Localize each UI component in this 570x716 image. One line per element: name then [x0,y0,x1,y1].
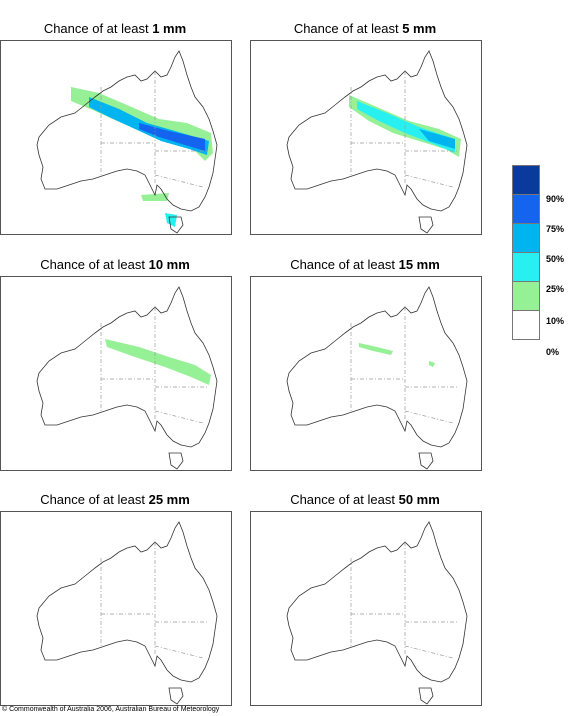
legend-label-90: 90% [546,194,565,204]
map-panel-1mm [0,40,232,235]
legend-label-10: 10% [546,316,565,326]
title-prefix: Chance of at least [40,257,149,272]
panel-title-10mm: Chance of at least 10 mm [0,257,230,272]
title-prefix: Chance of at least [43,21,153,36]
tasmania-outline [418,452,434,470]
panel-title-1mm: Chance of at least 1 mm [0,21,230,36]
panel-title-50mm: Chance of at least 50 mm [250,492,480,507]
legend-swatch-0 [512,310,540,340]
map-panel-25mm [0,511,232,706]
map-panel-5mm [250,40,482,235]
rain-area-10pct [359,343,393,355]
map-panel-50mm [250,511,482,706]
map-panel-10mm [0,276,232,471]
copyright-notice: © Commonwealth of Australia 2006, Austra… [2,706,220,713]
australia-outline [286,521,468,683]
legend-swatch-75 [512,194,540,224]
title-amount: 1 mm [152,21,187,36]
tasmania-outline [168,452,184,470]
legend-swatch-90 [512,165,540,195]
legend-swatch-50 [512,223,540,253]
rain-area-10pct [141,193,169,201]
title-amount: 5 mm [402,21,437,36]
rain-area-10pct [429,361,435,367]
rain-area-50pct [419,129,455,149]
state-borders [350,306,460,424]
rain-area-25pct [357,101,455,153]
title-prefix: Chance of at least [290,492,399,507]
map-panel-15mm [250,276,482,471]
australia-outline [286,286,468,448]
australia-map [36,521,218,705]
title-prefix: Chance of at least [293,21,403,36]
legend-label-25: 25% [546,284,565,294]
australia-map [36,50,218,234]
legend-swatch-25 [512,252,540,282]
tasmania-outline [418,687,434,705]
panel-title-25mm: Chance of at least 25 mm [0,492,230,507]
legend-swatch-10 [512,281,540,311]
australia-outline [36,521,218,683]
title-amount: 25 mm [148,492,190,507]
title-prefix: Chance of at least [40,492,149,507]
state-borders [350,541,460,659]
title-amount: 15 mm [398,257,440,272]
rain-area-25pct [165,213,177,227]
rain-area-10pct [105,339,211,385]
title-amount: 10 mm [148,257,190,272]
title-prefix: Chance of at least [290,257,399,272]
legend-label-75: 75% [546,224,565,234]
tasmania-outline [168,687,184,705]
australia-map [286,286,468,470]
probability-legend [512,165,540,340]
australia-map [286,50,468,234]
rain-area-75pct [139,123,205,151]
panel-title-5mm: Chance of at least 5 mm [250,21,480,36]
tasmania-outline [418,216,434,234]
legend-label-0: 0% [546,347,560,357]
australia-map [286,521,468,705]
legend-label-50: 50% [546,254,565,264]
title-amount: 50 mm [398,492,440,507]
state-borders [100,541,210,659]
panel-title-15mm: Chance of at least 15 mm [250,257,480,272]
state-borders [350,70,460,188]
australia-map [36,286,218,470]
